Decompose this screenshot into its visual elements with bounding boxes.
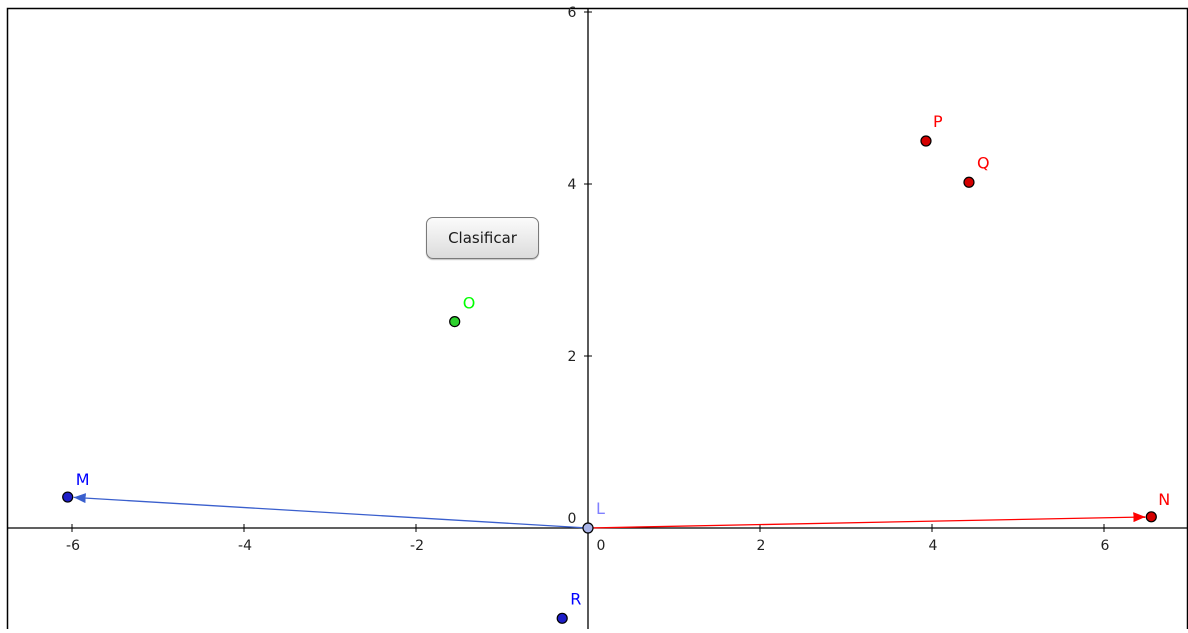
x-tick-label: 0 bbox=[597, 538, 606, 554]
y-tick-label: 4 bbox=[568, 177, 577, 193]
point-n-dot[interactable] bbox=[1145, 511, 1157, 523]
point-q-label: Q bbox=[977, 153, 990, 172]
point-q[interactable]: Q bbox=[963, 153, 990, 188]
x-tick-label: -6 bbox=[66, 538, 80, 554]
vector-ln[interactable] bbox=[587, 512, 1146, 529]
point-n-label: N bbox=[1158, 490, 1170, 509]
point-p[interactable]: P bbox=[920, 112, 943, 147]
point-r[interactable]: R bbox=[556, 589, 581, 624]
point-r-label: R bbox=[570, 589, 581, 608]
point-m-label: M bbox=[76, 470, 90, 489]
point-o-label: O bbox=[463, 294, 476, 313]
point-r-dot[interactable] bbox=[556, 612, 568, 624]
point-m-dot[interactable] bbox=[62, 491, 74, 503]
view-border bbox=[6, 7, 1188, 633]
point-m[interactable]: M bbox=[62, 470, 90, 503]
point-p-dot[interactable] bbox=[920, 135, 932, 147]
y-tick-label: 0 bbox=[568, 511, 577, 527]
vector-lm[interactable] bbox=[73, 493, 589, 529]
clasificar-button[interactable]: Clasificar bbox=[426, 217, 539, 259]
point-l-dot[interactable] bbox=[582, 522, 594, 534]
point-l-label: L bbox=[596, 499, 605, 518]
y-tick-label: 2 bbox=[568, 349, 577, 365]
point-p-label: P bbox=[933, 112, 943, 131]
x-tick-label: -4 bbox=[238, 538, 252, 554]
point-o[interactable]: O bbox=[449, 294, 476, 328]
point-l[interactable]: L bbox=[582, 499, 605, 534]
point-q-dot[interactable] bbox=[963, 176, 975, 188]
x-tick-label: 2 bbox=[757, 538, 766, 554]
point-o-dot[interactable] bbox=[449, 316, 461, 328]
x-tick-label: 6 bbox=[1101, 538, 1110, 554]
point-n[interactable]: N bbox=[1145, 490, 1170, 523]
y-tick-label: 6 bbox=[568, 5, 577, 21]
x-tick-label: 4 bbox=[929, 538, 938, 554]
x-tick-label: -2 bbox=[410, 538, 424, 554]
